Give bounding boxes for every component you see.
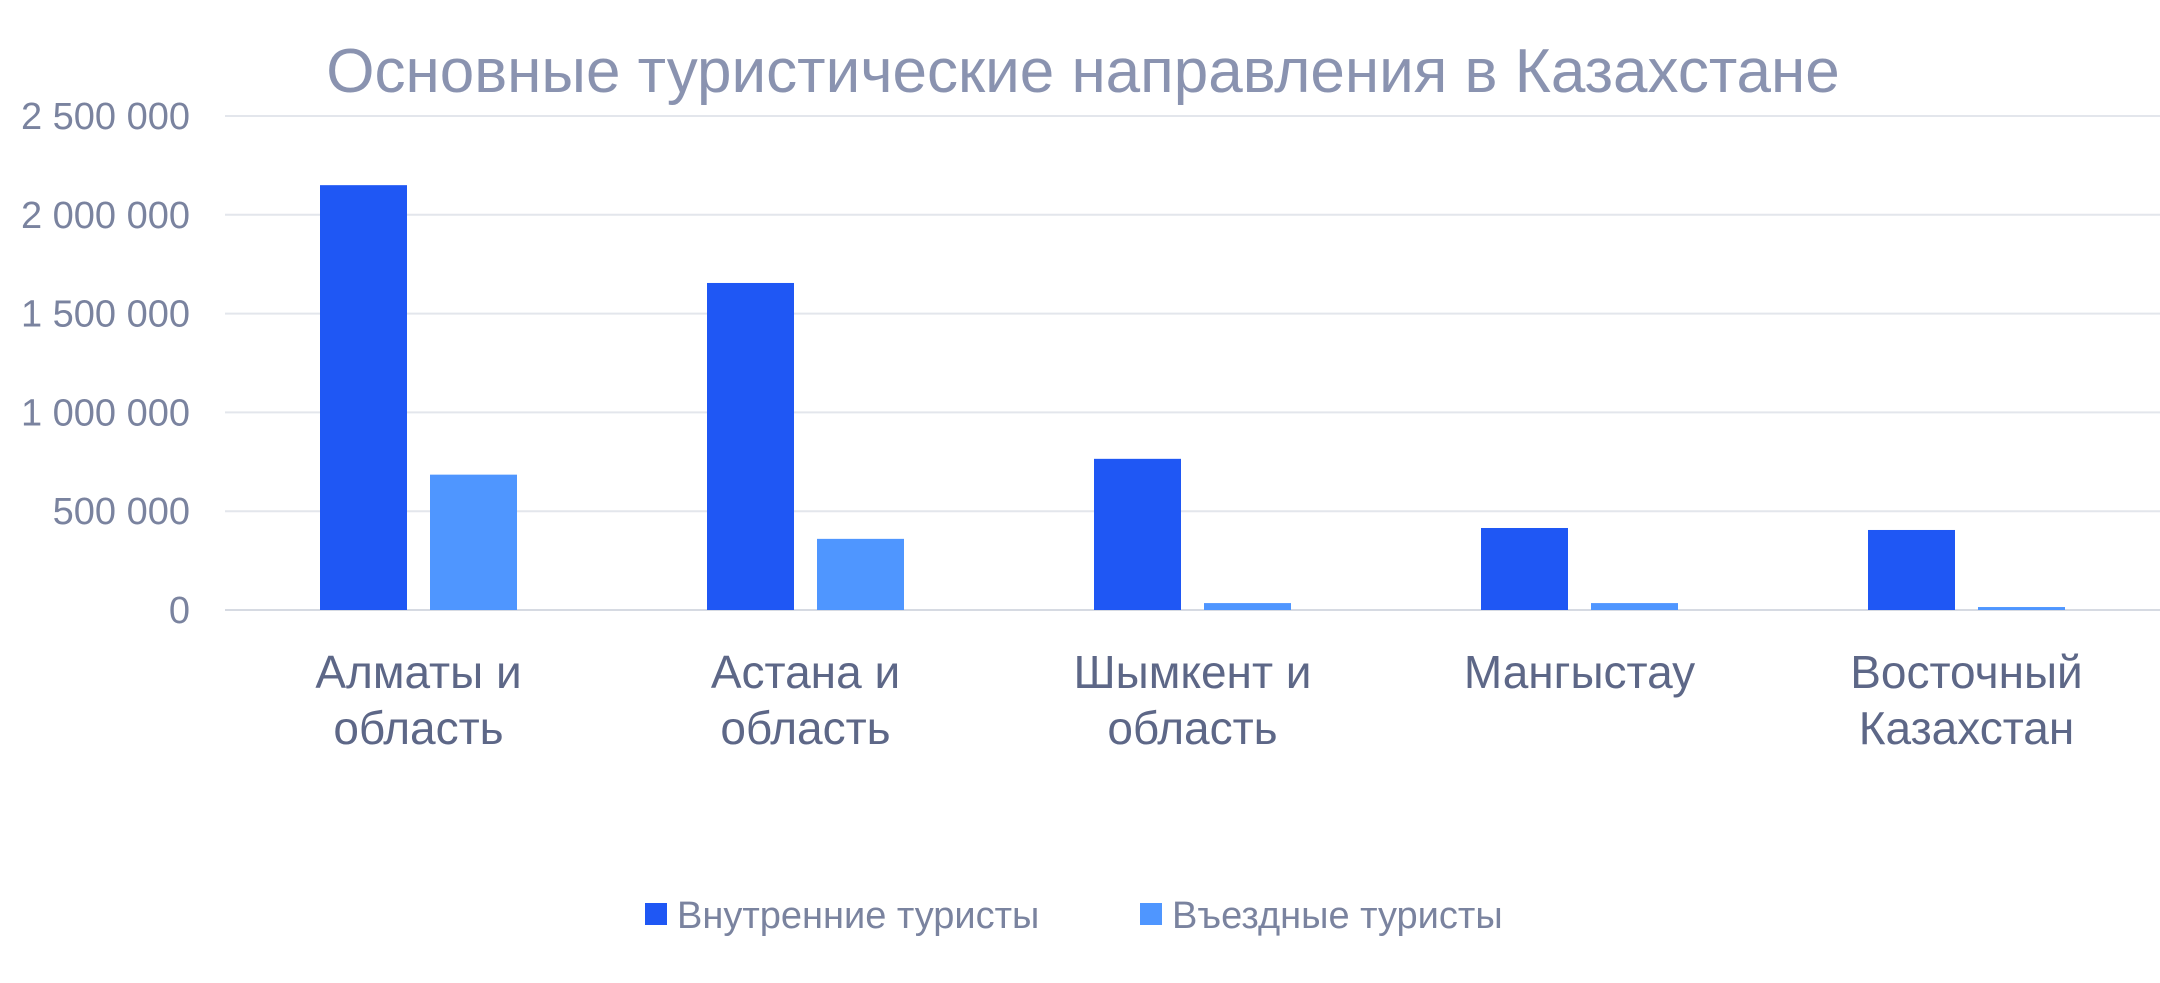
x-tick-label-line: Шымкент и — [1073, 646, 1311, 698]
bar-inbound-2 — [1204, 603, 1291, 610]
x-tick-label-line: область — [1107, 702, 1277, 754]
y-axis: 0 500 000 1 000 000 1 500 000 2 000 000 2 500… — [21, 96, 190, 632]
bar-domestic-1 — [707, 282, 794, 610]
bar-domestic-2 — [1094, 458, 1181, 610]
bar-domestic-4 — [1868, 529, 1955, 610]
x-tick-label: Алматы и область — [315, 646, 521, 754]
bar-domestic-3 — [1481, 527, 1568, 610]
y-tick-label: 1 000 000 — [21, 392, 190, 434]
y-tick-label: 2 500 000 — [21, 96, 190, 138]
x-tick-label-line: область — [720, 702, 890, 754]
x-tick-label-line: Астана и — [711, 646, 900, 698]
x-tick-label-line: область — [333, 702, 503, 754]
legend-swatch — [1140, 903, 1162, 925]
y-tick-label: 1 500 000 — [21, 294, 190, 336]
bar-inbound-1 — [817, 538, 904, 610]
x-tick-label: Шымкент и область — [1073, 646, 1311, 754]
y-tick-label: 0 — [169, 590, 190, 632]
gridlines — [225, 115, 2160, 611]
bar-inbound-4 — [1978, 607, 2065, 610]
x-tick-label: Астана и область — [711, 646, 900, 754]
legend-label: Внутренние туристы — [677, 895, 1039, 937]
bar-inbound-0 — [430, 474, 517, 610]
x-tick-label-line: Мангыстау — [1464, 646, 1695, 698]
legend-swatch — [645, 903, 667, 925]
x-tick-label-line: Алматы и — [315, 646, 521, 698]
x-tick-label: Восточный Казахстан — [1850, 646, 2083, 754]
x-tick-label-line: Казахстан — [1859, 702, 2075, 754]
bar-inbound-3 — [1591, 603, 1678, 610]
chart-title: Основные туристические направления в Каз… — [326, 37, 1839, 106]
y-tick-label: 500 000 — [53, 491, 190, 533]
legend: Внутренние туристы Въездные туристы — [645, 895, 1503, 937]
bar-domestic-0 — [320, 185, 407, 610]
x-tick-label-line: Восточный — [1850, 646, 2083, 698]
y-tick-label: 2 000 000 — [21, 195, 190, 237]
legend-label: Въездные туристы — [1172, 895, 1503, 937]
x-tick-label: Мангыстау — [1464, 646, 1695, 698]
bars — [320, 185, 2065, 610]
